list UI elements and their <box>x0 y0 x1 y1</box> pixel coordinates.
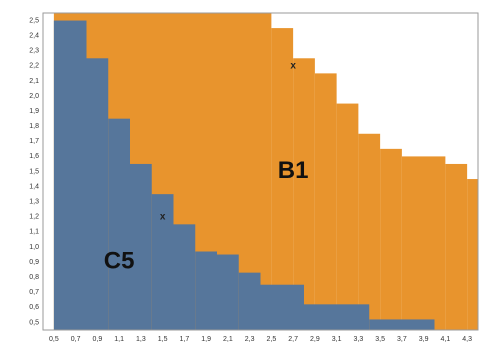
y-tick-label: 1,8 <box>29 123 39 130</box>
x-tick-label: 0,7 <box>71 336 81 343</box>
x-tick-label: 3,3 <box>354 336 364 343</box>
x-tick-label: 3,9 <box>419 336 429 343</box>
region-c5-column <box>260 284 304 330</box>
y-tick-label: 1,0 <box>29 244 39 251</box>
region-labels: B1 C5 <box>104 157 309 275</box>
y-tick-label: 0,6 <box>29 304 39 311</box>
x-tick-label: 3,5 <box>375 336 385 343</box>
y-tick-label: 1,7 <box>29 138 39 145</box>
x-tick-label: 1,3 <box>136 336 146 343</box>
y-tick-label: 0,8 <box>29 274 39 281</box>
region-label-c5: C5 <box>104 247 135 274</box>
region-c5-column <box>369 319 435 330</box>
x-tick-label: 2,9 <box>310 336 320 343</box>
y-tick-label: 0,9 <box>29 259 39 266</box>
y-tick-label: 1,3 <box>29 199 39 206</box>
y-tick-label: 2,3 <box>29 48 39 55</box>
x-tick-label: 3,1 <box>332 336 342 343</box>
region-c5-column <box>195 251 217 330</box>
y-tick-label: 1,2 <box>29 214 39 221</box>
y-tick-label: 2,0 <box>29 93 39 100</box>
region-b1-column <box>336 103 359 330</box>
y-tick-label: 1,9 <box>29 108 39 115</box>
y-tick-label: 1,5 <box>29 168 39 175</box>
x-tick-label: 0,5 <box>49 336 59 343</box>
markers: xx <box>160 60 297 222</box>
region-c5-column <box>130 163 152 330</box>
x-tick-label: 1,9 <box>201 336 211 343</box>
region-c5-column <box>151 194 174 330</box>
plot-frame <box>42 12 479 331</box>
region-b1-column <box>401 156 446 330</box>
x-tick-label: 2,5 <box>267 336 277 343</box>
region-b1-column <box>445 163 468 330</box>
x-tick-label: 2,7 <box>288 336 298 343</box>
x-tick-label: 4,1 <box>441 336 451 343</box>
y-tick-label: 0,7 <box>29 289 39 296</box>
region-b1-column <box>314 73 337 330</box>
region-label-b1: B1 <box>278 157 309 184</box>
region-c5-column <box>53 20 87 331</box>
x-tick-label: 4,3 <box>462 336 472 343</box>
region-b1-column <box>467 179 478 330</box>
point-marker: x <box>290 60 296 71</box>
x-tick-label: 0,9 <box>93 336 103 343</box>
y-tick-label: 2,4 <box>29 32 39 39</box>
y-tick-label: 1,6 <box>29 153 39 160</box>
plot-area <box>42 12 479 331</box>
region-b1-column <box>271 28 294 330</box>
y-tick-label: 0,5 <box>29 319 39 326</box>
region-b1-column <box>358 133 381 330</box>
y-tick-label: 1,1 <box>29 229 39 236</box>
x-tick-label: 1,1 <box>114 336 124 343</box>
x-tick-label: 2,3 <box>245 336 255 343</box>
x-tick-label: 1,7 <box>180 336 190 343</box>
y-tick-label: 2,5 <box>29 17 39 24</box>
y-tick-label: 2,1 <box>29 78 39 85</box>
region-b1-column <box>293 58 315 331</box>
y-tick-label: 1,4 <box>29 183 39 190</box>
region-b1-column <box>380 148 402 330</box>
point-marker: x <box>160 211 166 222</box>
region-c5-column <box>238 272 261 330</box>
region-c5-column <box>217 254 239 330</box>
region-c5-column <box>108 118 130 331</box>
region-c5-column <box>304 304 370 330</box>
region-c5-column <box>86 58 109 331</box>
y-axis-ticks: 2,5 2,4 2,3 2,2 2,1 2,0 1,9 1,8 1,7 1,6 1,5 1,4 1,3 1… <box>29 17 39 326</box>
x-tick-label: 3,7 <box>397 336 407 343</box>
x-axis-ticks: 0,5 0,7 0,9 1,1 1,3 1,5 1,7 1,9 2,1 2,3 2,5 2,7 2,9 3… <box>49 336 472 343</box>
y-tick-label: 2,2 <box>29 63 39 70</box>
region-c5-column <box>173 224 196 330</box>
x-tick-label: 2,1 <box>223 336 233 343</box>
x-tick-label: 1,5 <box>158 336 168 343</box>
